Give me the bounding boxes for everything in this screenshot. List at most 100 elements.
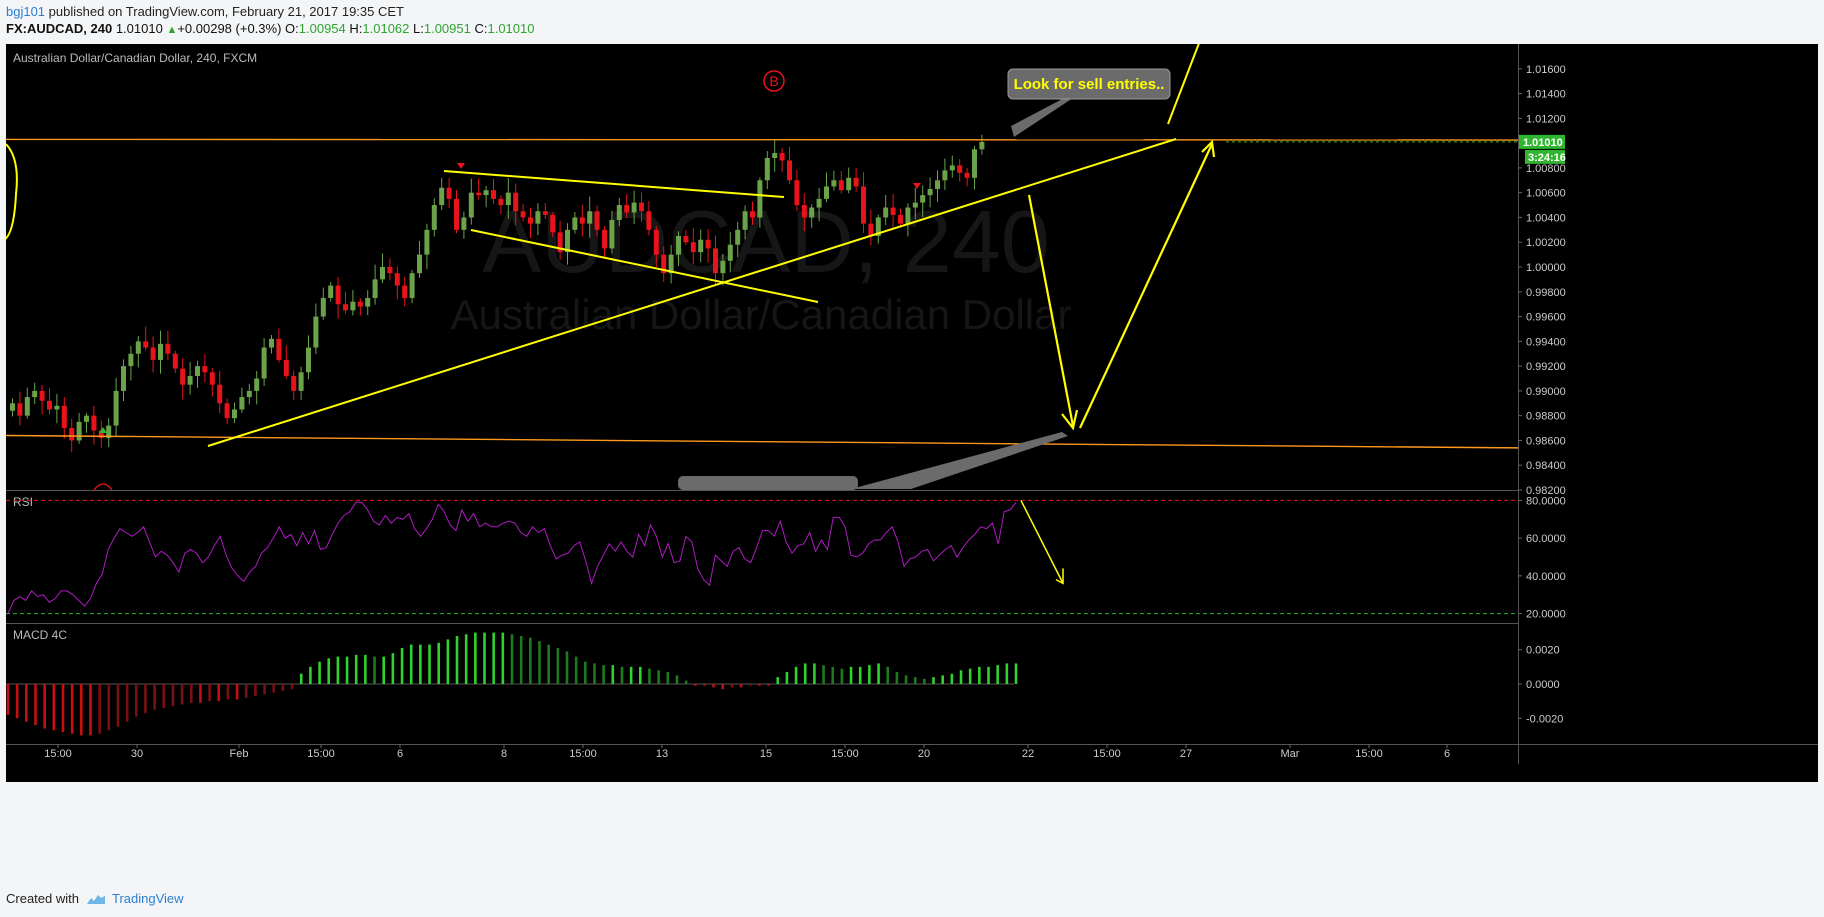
candle-body <box>261 347 267 379</box>
macd-title: MACD 4C <box>13 628 67 642</box>
candle-body <box>683 236 689 243</box>
marker-circle <box>763 70 785 92</box>
candle-body <box>646 211 652 230</box>
candle-body <box>935 180 940 189</box>
candle-body <box>772 153 778 158</box>
symbol-label: FX:AUDCAD, 240 <box>6 21 113 36</box>
candle-body <box>735 229 741 245</box>
price-tick-label: 1.00400 <box>1526 212 1566 224</box>
candle-body <box>579 217 585 224</box>
callout-box-lower <box>678 476 858 490</box>
created-with-label: Created with <box>6 891 79 906</box>
tradingview-link[interactable]: TradingView <box>85 891 184 906</box>
candle-body <box>727 244 733 261</box>
candle-body <box>291 376 297 391</box>
candle-body <box>431 205 437 230</box>
candle-body <box>875 217 881 237</box>
open-value: 1.00954 <box>298 21 346 36</box>
candle-body <box>476 192 482 196</box>
candle-body <box>587 211 593 224</box>
time-tick-label: 15:00 <box>307 748 335 760</box>
candle-body <box>550 214 556 233</box>
candle-body <box>61 405 67 429</box>
candle-body <box>232 409 237 419</box>
callout-box <box>1007 68 1171 100</box>
price-tick-label: 1.00600 <box>1526 188 1566 200</box>
candle-body <box>498 198 504 206</box>
candle-body <box>158 343 163 360</box>
candle-body <box>47 400 52 410</box>
candle-body <box>320 297 326 317</box>
candle-body <box>883 207 889 218</box>
candle-body <box>594 211 600 230</box>
candle-body <box>898 214 903 224</box>
candle-body <box>417 254 422 274</box>
left-ellipse-edge <box>3 143 18 241</box>
candle-body <box>269 338 274 348</box>
macd-tick-label: -0.0020 <box>1526 713 1563 725</box>
rsi-tick-label: 80.0000 <box>1526 495 1566 507</box>
price-tick-label: 0.98800 <box>1526 411 1566 423</box>
price-tick-label: 0.99600 <box>1526 312 1566 324</box>
candle-body <box>905 207 911 224</box>
price-tick-label: 1.00800 <box>1526 163 1566 175</box>
marker-label: B <box>769 73 778 89</box>
candle-body <box>890 207 896 215</box>
candle-body <box>920 195 926 203</box>
candle-body <box>535 211 541 224</box>
candle-body <box>690 242 696 253</box>
candle-body <box>853 177 859 187</box>
candle-body <box>868 223 874 237</box>
candle-body <box>357 301 363 307</box>
sell-arrow-head <box>1061 409 1079 431</box>
author-link[interactable]: bgj101 <box>6 4 46 19</box>
rsi-axis: 80.0000 60.0000 40.0000 20.0000 <box>1518 495 1566 621</box>
high-label: H: <box>349 21 363 36</box>
candle-body <box>283 359 289 377</box>
candle-body <box>135 341 141 354</box>
chart-background <box>6 44 1818 764</box>
candle-body <box>172 353 178 369</box>
candle-body <box>616 205 622 220</box>
candle-body <box>10 403 15 411</box>
candle-body <box>942 170 948 181</box>
candle-body <box>972 149 977 178</box>
candle-body <box>653 229 659 255</box>
candle-body <box>794 180 800 206</box>
candle-body <box>343 304 348 311</box>
countdown-tag <box>1525 149 1565 164</box>
candle-body <box>676 236 681 255</box>
candle-body <box>720 260 726 274</box>
candle-body <box>468 192 474 218</box>
marker-circle-partial <box>93 483 113 491</box>
candle-body <box>24 397 30 416</box>
candle-body <box>113 390 119 426</box>
candle-body <box>165 343 171 354</box>
chart-area[interactable]: AUDCAD, 240 Australian Dollar/Canadian Do… <box>3 37 1818 881</box>
candle-body <box>335 285 341 305</box>
candle-body <box>964 172 970 178</box>
candle-body <box>69 428 75 441</box>
candle-body <box>787 160 792 181</box>
time-tick-label: 15:00 <box>569 748 597 760</box>
candle-body <box>106 425 112 438</box>
candle-body <box>742 211 748 230</box>
candle-body <box>801 205 807 218</box>
candle-body <box>461 217 467 230</box>
candle-body <box>298 372 304 391</box>
candle-body <box>254 378 260 391</box>
candle-body <box>831 180 837 187</box>
last-price-tag-label: 1.01010 <box>1523 137 1563 149</box>
sell-signal-marker <box>457 163 465 169</box>
support-line <box>5 434 1519 449</box>
candle-body <box>624 205 630 213</box>
candle-body <box>513 192 519 212</box>
time-axis-background <box>6 764 1818 782</box>
price-tick-label: 0.98400 <box>1526 460 1566 472</box>
time-tick-label: 22 <box>1022 748 1034 760</box>
candle-body <box>491 190 496 199</box>
time-tick-label: 15:00 <box>1093 748 1121 760</box>
candle-body <box>639 202 644 212</box>
price-axis: 1.01600 1.01400 1.01200 1.00800 1.00600 1.004… <box>1518 64 1566 497</box>
